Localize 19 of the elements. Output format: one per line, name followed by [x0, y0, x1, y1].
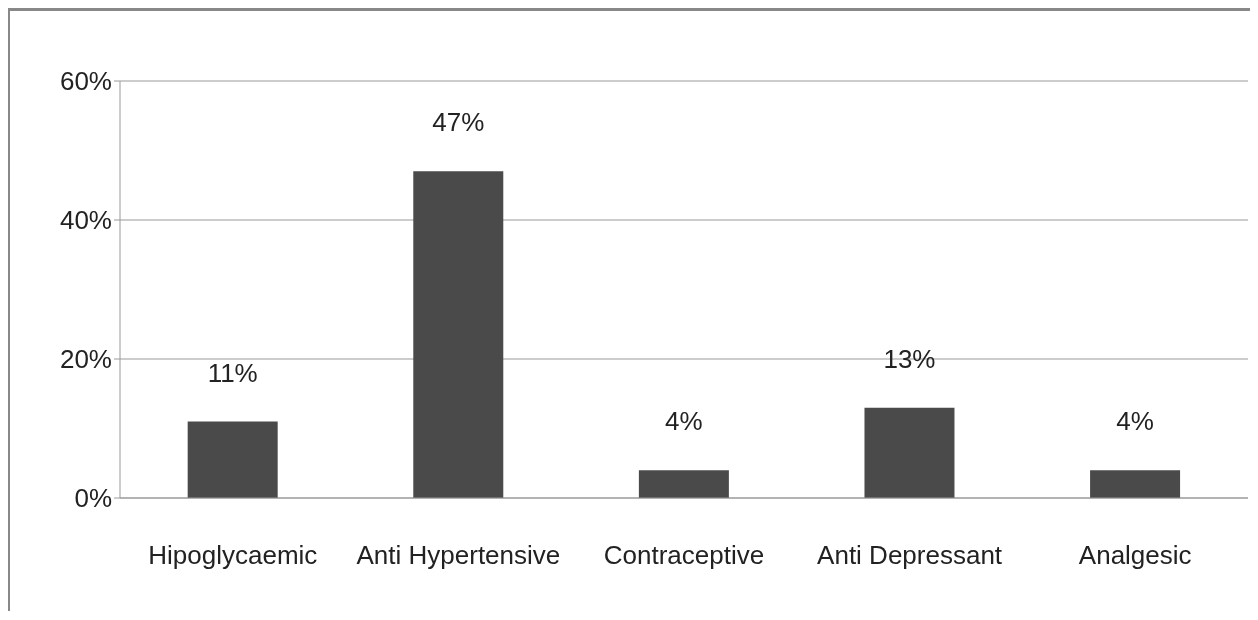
bar	[638, 470, 729, 498]
y-tick-label: 40%	[59, 205, 112, 236]
y-tick-label: 60%	[59, 66, 112, 97]
data-label: 47%	[432, 107, 485, 138]
bar	[187, 421, 278, 498]
y-tick-label: 0%	[74, 483, 112, 514]
x-tick-label: Anti Hypertensive	[356, 540, 561, 571]
bar	[1090, 470, 1181, 498]
x-tick-label: Anti Depressant	[817, 540, 1003, 571]
x-tick-label: Contraceptive	[603, 540, 765, 571]
x-tick-label: Hipoglycaemic	[148, 540, 318, 571]
bar	[413, 171, 504, 498]
data-label: 11%	[207, 357, 258, 388]
y-tick-label: 20%	[59, 344, 112, 375]
data-label: 4%	[1116, 406, 1154, 437]
data-label: 4%	[665, 406, 703, 437]
x-tick-label: Analgesic	[1078, 540, 1192, 571]
bar	[864, 407, 955, 498]
data-label: 13%	[883, 343, 936, 374]
